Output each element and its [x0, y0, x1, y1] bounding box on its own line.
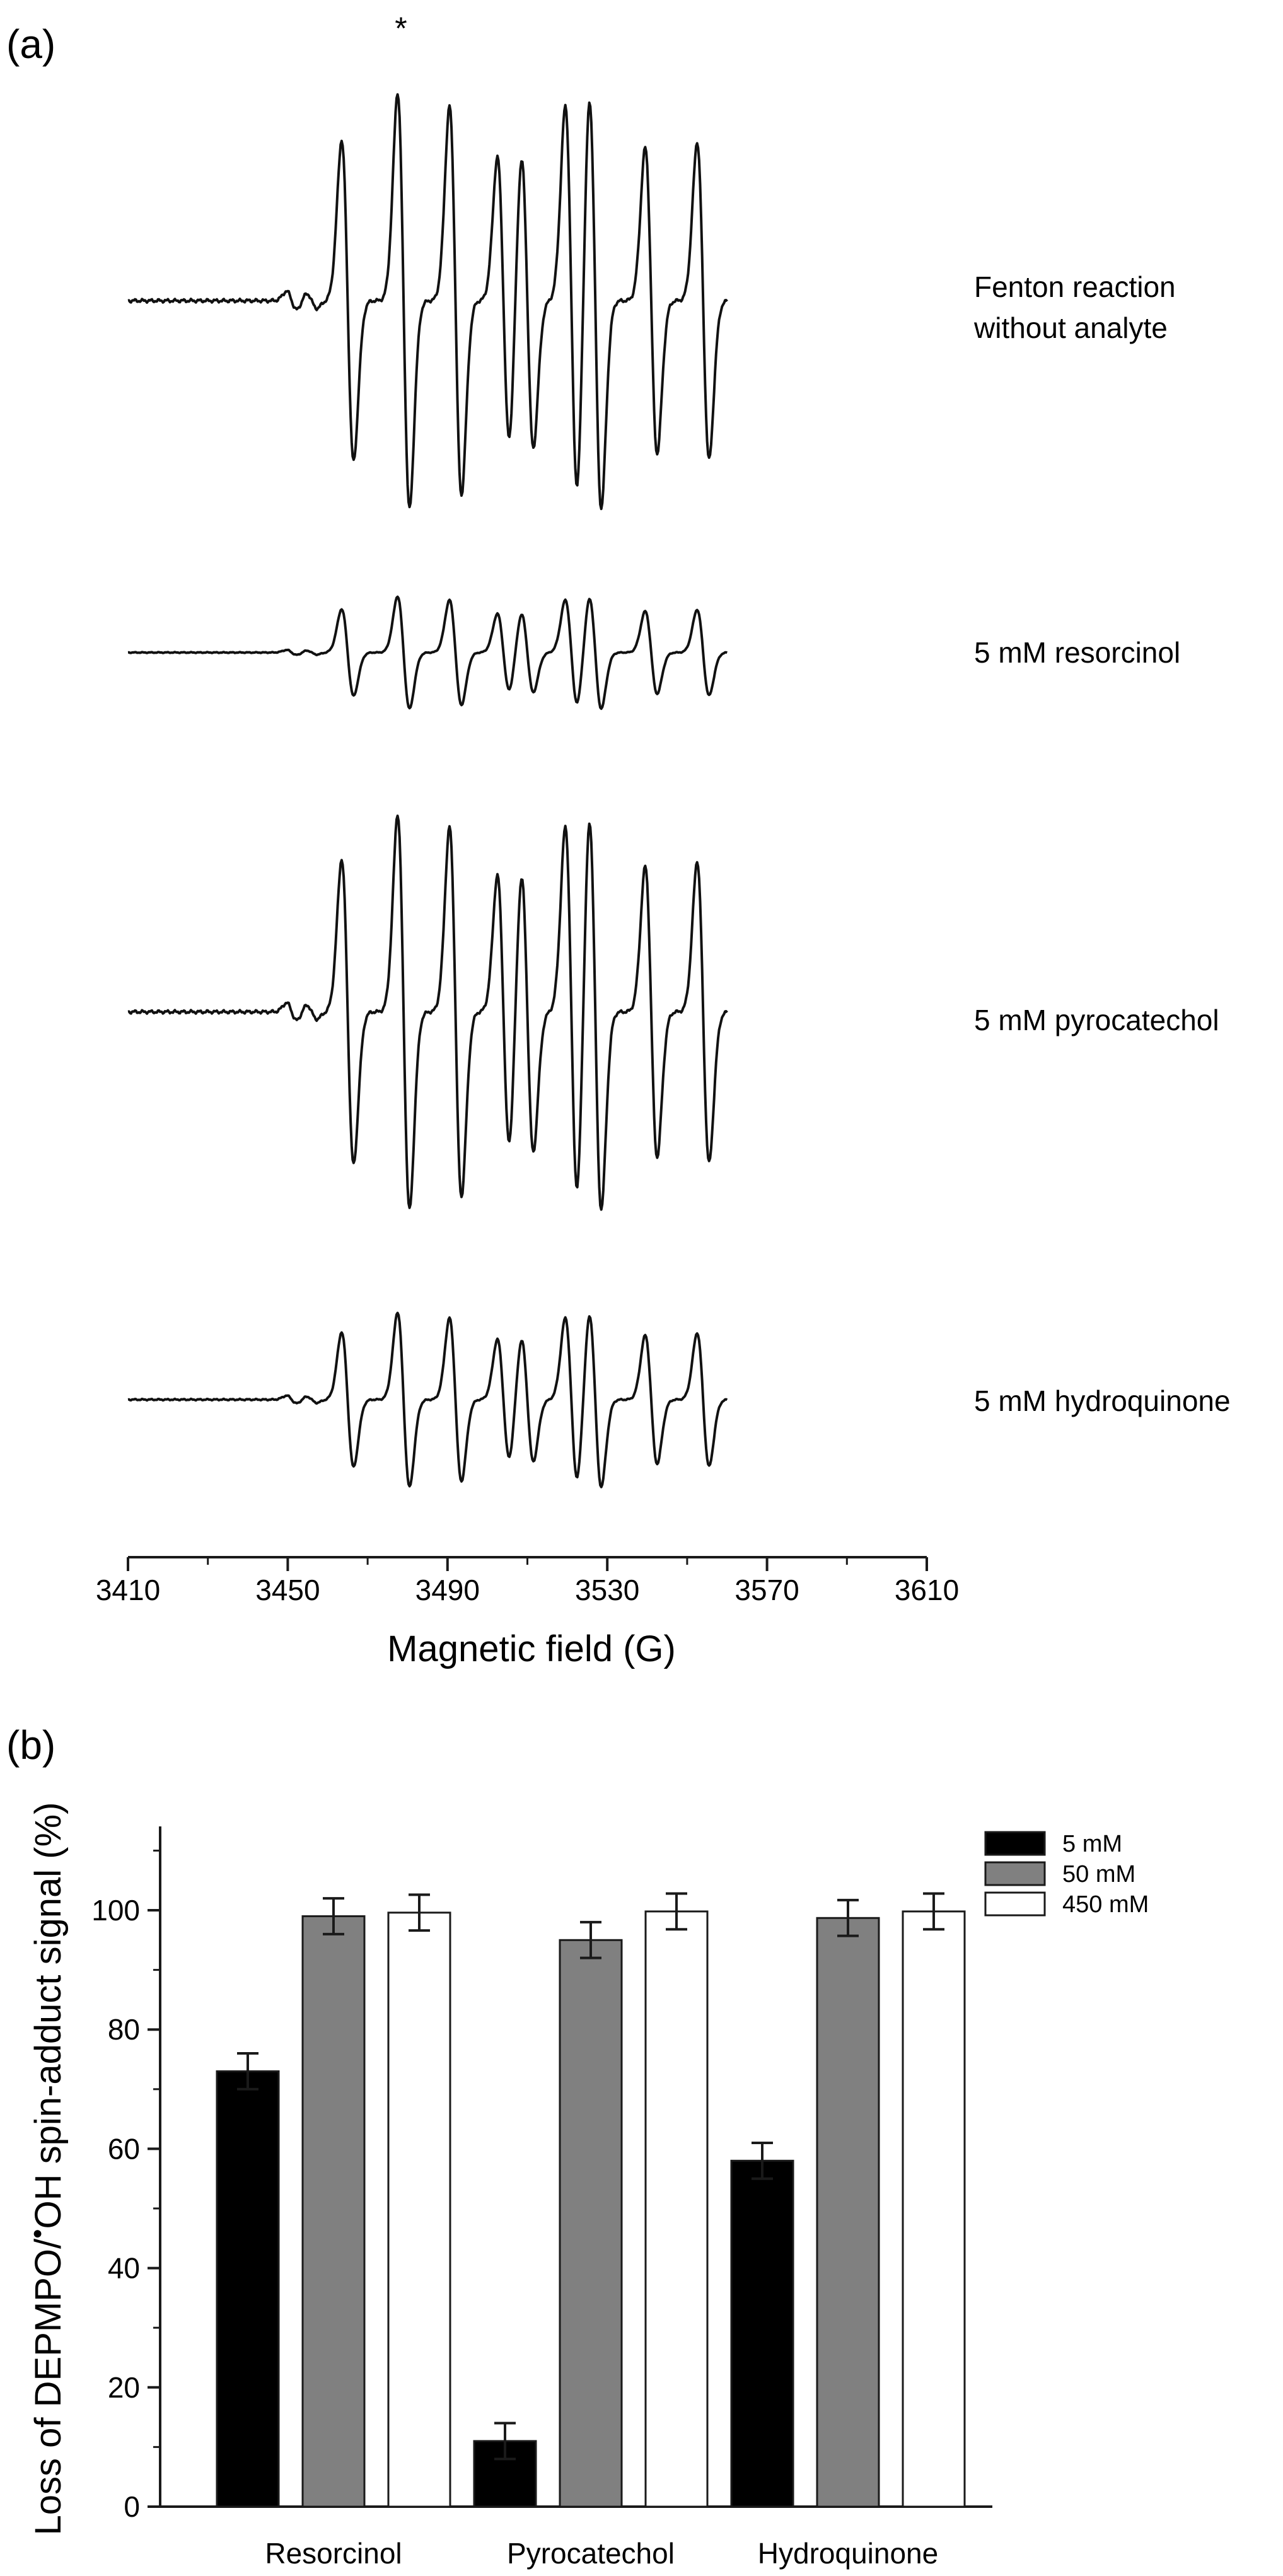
- legend-label: 5 mM: [1062, 1831, 1122, 1857]
- category-label-pyrocatechol: Pyrocatechol: [507, 2537, 675, 2570]
- error-bar: [237, 2052, 258, 2091]
- reference-line-asterisk: *: [395, 11, 407, 46]
- y-tick-label: 80: [108, 2013, 140, 2046]
- y-tick-label: 0: [124, 2490, 140, 2523]
- x-tick-label: 3570: [734, 1574, 799, 1606]
- category-label-hydroquinone: Hydroquinone: [758, 2537, 938, 2570]
- error-bar: [837, 1898, 859, 1937]
- bar-resorcinol-50mm: [301, 1915, 366, 2508]
- legend: 5 mM 50 mM 450 mM: [984, 1831, 1149, 1918]
- x-tick-label: 3410: [96, 1574, 160, 1606]
- x-tick-label: 3490: [415, 1574, 480, 1606]
- radical-dot: •: [22, 2229, 53, 2238]
- spectrum-label-3-line-1: 5 mM pyrocatechol: [974, 1004, 1219, 1036]
- spectrum-trace-4: [127, 1311, 728, 1488]
- bar-hydroquinone-5mm: [730, 2159, 794, 2508]
- y-tick-label: 60: [108, 2132, 140, 2165]
- panel-b-bar-chart: (b) 0 20 40 60 80 100 Resorcinol Pyrocatechol H…: [6, 1722, 1149, 2570]
- spectrum-trace-3: [127, 815, 728, 1211]
- spectrum-trace-1: [127, 93, 728, 511]
- spectra-traces: [127, 93, 728, 1488]
- error-bar: [494, 2422, 516, 2461]
- error-bar: [923, 1892, 944, 1931]
- bar-hydroquinone-50mm: [816, 1917, 880, 2508]
- legend-label: 450 mM: [1062, 1891, 1149, 1918]
- x-tick-label: 3450: [255, 1574, 320, 1606]
- y-axis-title-part1: Loss of DEPMPO/: [28, 2238, 69, 2535]
- bar-resorcinol-5mm: [216, 2070, 280, 2508]
- y-tick-label: 40: [108, 2252, 140, 2285]
- error-bar: [666, 1892, 687, 1931]
- panel-a-epr-spectra: (a) * Fenton reaction without analyte 5 mM…: [6, 11, 1231, 1669]
- x-tick-label: 3530: [575, 1574, 639, 1606]
- spectrum-trace-2: [127, 595, 728, 711]
- y-axis-title-part2: OH spin-adduct signal (%): [28, 1802, 69, 2229]
- spectrum-label-1-line-2: without analyte: [973, 311, 1168, 344]
- bar-hydroquinone-450mm: [902, 1910, 966, 2508]
- y-tick-label: 20: [108, 2371, 140, 2404]
- y-tick-label: 100: [91, 1894, 140, 1927]
- bar-pyrocatechol-50mm: [559, 1939, 623, 2508]
- x-tick-label: 3610: [895, 1574, 959, 1606]
- error-bar: [323, 1897, 344, 1935]
- spectrum-label-4-line-1: 5 mM hydroquinone: [974, 1384, 1231, 1417]
- spectrum-label-2-line-1: 5 mM resorcinol: [974, 636, 1180, 669]
- spectrum-label-1-line-1: Fenton reaction: [974, 270, 1176, 303]
- legend-swatch: [984, 1831, 1046, 1856]
- error-bar: [409, 1893, 430, 1932]
- legend-swatch: [984, 1891, 1046, 1917]
- error-bar: [580, 1920, 601, 1959]
- x-axis-title: Magnetic field (G): [387, 1628, 676, 1669]
- bar-pyrocatechol-450mm: [644, 1910, 709, 2508]
- panel-b-label: (b): [6, 1722, 55, 1768]
- panel-a-label: (a): [6, 21, 55, 67]
- x-axis-ticks: 3410 3450 3490 3530 3570 3610: [96, 1557, 959, 1606]
- category-labels: Resorcinol Pyrocatechol Hydroquinone: [265, 2537, 938, 2570]
- y-axis-ticks: 0 20 40 60 80 100: [91, 1849, 160, 2523]
- error-bar: [752, 2141, 773, 2180]
- legend-label: 50 mM: [1062, 1861, 1135, 1888]
- y-axis-title: Loss of DEPMPO/•OH spin-adduct signal (%…: [22, 1802, 69, 2536]
- bars: [216, 1892, 966, 2508]
- legend-swatch: [984, 1861, 1046, 1886]
- bar-resorcinol-450mm: [387, 1912, 451, 2508]
- category-label-resorcinol: Resorcinol: [265, 2537, 402, 2570]
- spectra-labels: Fenton reaction without analyte 5 mM resor…: [973, 270, 1231, 1417]
